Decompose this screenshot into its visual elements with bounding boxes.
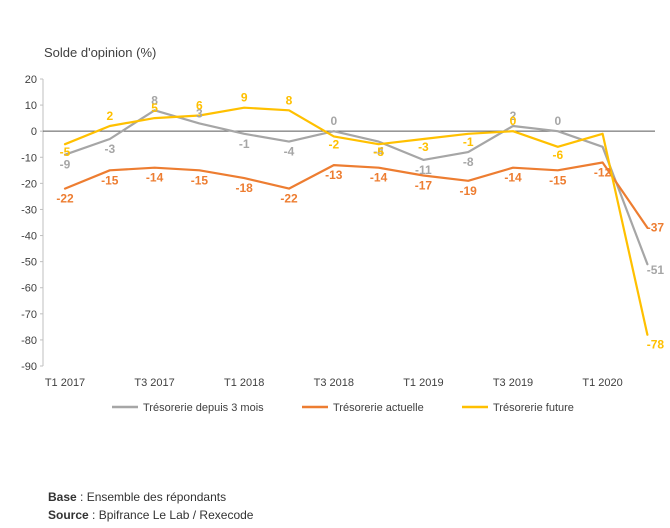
base-text: : Ensemble des répondants <box>76 490 227 504</box>
data-label: -37 <box>647 221 665 235</box>
data-label: -12 <box>594 165 612 179</box>
y-tick-label: -30 <box>21 204 37 216</box>
y-tick-label: -90 <box>21 361 37 373</box>
data-label: -1 <box>239 137 250 151</box>
data-label: -17 <box>415 179 433 193</box>
data-label: 8 <box>151 93 158 107</box>
data-label: 3 <box>196 106 203 120</box>
data-label: 0 <box>330 114 337 128</box>
source-text: : Bpifrance Le Lab / Rexecode <box>88 508 254 522</box>
data-label: -15 <box>191 173 209 187</box>
y-tick-label: 10 <box>25 100 37 112</box>
data-label: -4 <box>373 145 384 159</box>
x-tick-label: T3 2019 <box>493 377 533 389</box>
source-label: Source <box>48 508 89 522</box>
y-tick-label: -10 <box>21 152 37 164</box>
data-label: -1 <box>463 135 474 149</box>
series-line-0 <box>63 109 649 266</box>
data-label: -4 <box>284 145 295 159</box>
data-label: -9 <box>60 158 71 172</box>
data-label: -14 <box>504 171 522 185</box>
data-label: 0 <box>554 114 561 128</box>
data-label: 5 <box>151 101 158 115</box>
data-label: -8 <box>463 155 474 169</box>
data-label: -5 <box>373 145 384 159</box>
data-label: -18 <box>236 181 254 195</box>
legend: Trésorerie depuis 3 mois Trésorerie actue… <box>112 402 574 414</box>
data-label: -22 <box>56 192 74 206</box>
y-tick-label: -70 <box>21 309 37 321</box>
line-chart: Solde d'opinion (%) 20100-10-20-30-40-50… <box>21 45 664 414</box>
series-line-1 <box>63 161 649 229</box>
data-label: -11 <box>415 163 432 177</box>
y-tick-label: -80 <box>21 335 37 347</box>
y-tick-label: -50 <box>21 257 37 269</box>
data-label: -6 <box>552 148 563 162</box>
data-label: 8 <box>286 93 293 107</box>
x-tick-label: T1 2017 <box>45 377 85 389</box>
series-line-2 <box>63 106 649 336</box>
base-note: Base : Ensemble des répondants <box>48 490 226 504</box>
y-tick-label: 0 <box>31 126 37 138</box>
source-note: Source : Bpifrance Le Lab / Rexecode <box>48 508 253 522</box>
data-label: -2 <box>328 137 339 151</box>
data-label: -14 <box>370 171 388 185</box>
base-label: Base <box>48 490 77 504</box>
data-label: -13 <box>325 168 343 182</box>
data-label: 2 <box>106 109 113 123</box>
data-label: 9 <box>241 91 248 105</box>
y-tick-label: 20 <box>25 74 37 86</box>
data-labels: -9-383-1-40-4-11-82 0-51-22-15 -14 -15-18-2… <box>56 91 664 352</box>
y-tick-label: -60 <box>21 283 37 295</box>
y-axis-title: Solde d'opinion (%) <box>44 45 156 60</box>
x-tick-label: T1 2020 <box>582 377 622 389</box>
x-tick-label: T3 2017 <box>134 377 174 389</box>
data-label: -3 <box>104 142 115 156</box>
x-tick-label: T3 2018 <box>314 377 354 389</box>
data-label: -15 <box>549 173 567 187</box>
data-label: -22 <box>280 192 298 206</box>
y-tick-label: -20 <box>21 178 37 190</box>
series-lines <box>63 106 649 336</box>
legend-label: Trésorerie future <box>493 402 574 414</box>
x-tick-label: T1 2019 <box>403 377 443 389</box>
x-tick-label: T1 2018 <box>224 377 264 389</box>
data-label: -15 <box>101 173 119 187</box>
data-label: -5 <box>60 145 71 159</box>
data-label: -51 <box>647 263 665 277</box>
legend-label: Trésorerie depuis 3 mois <box>143 402 264 414</box>
data-label: -14 <box>146 171 164 185</box>
data-label: -3 <box>418 140 429 154</box>
data-label: -78 <box>647 338 665 352</box>
data-label: -19 <box>460 184 478 198</box>
data-label: 2 <box>510 109 517 123</box>
data-label: 6 <box>196 99 203 113</box>
data-label: 0 <box>510 114 517 128</box>
y-tick-label: -40 <box>21 231 37 243</box>
legend-label: Trésorerie actuelle <box>333 402 424 414</box>
